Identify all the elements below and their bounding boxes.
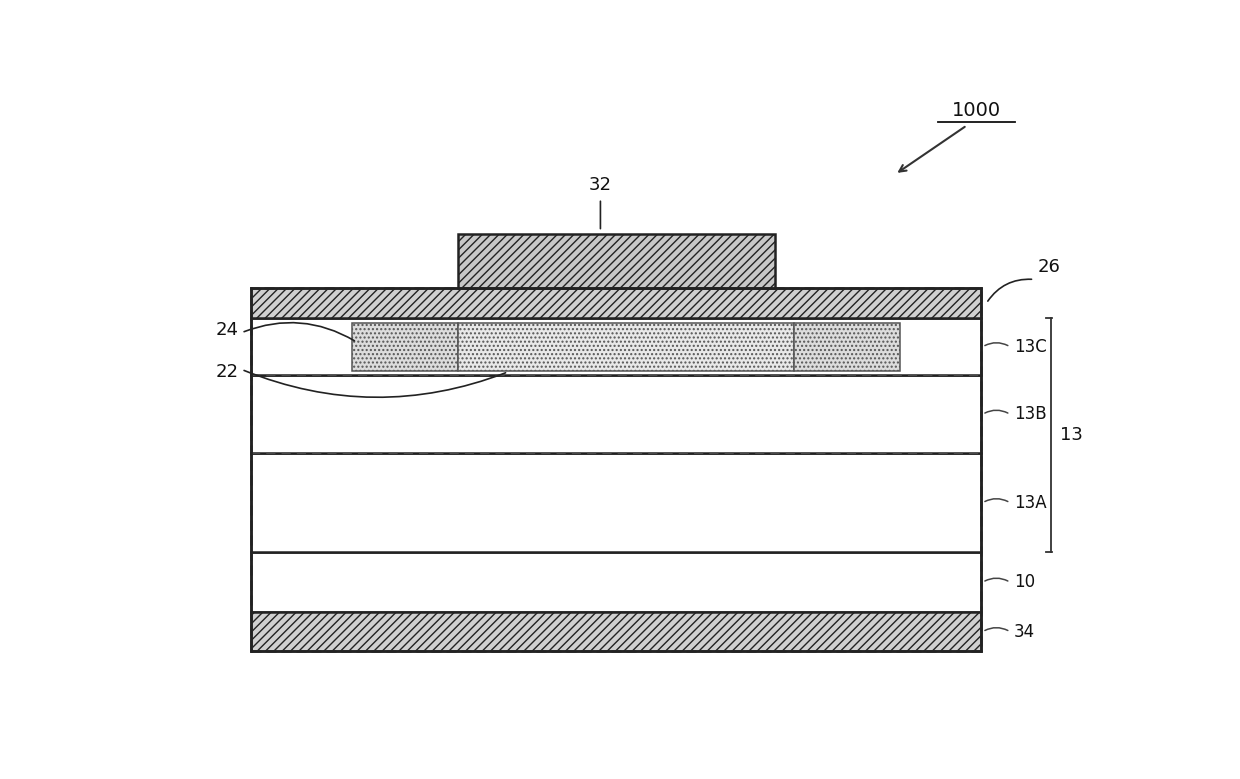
- Bar: [794, 323, 900, 371]
- Text: 32: 32: [589, 175, 611, 194]
- Bar: [250, 453, 982, 552]
- Text: 22: 22: [216, 363, 238, 382]
- Text: 10: 10: [1014, 573, 1035, 591]
- Bar: [250, 288, 982, 319]
- Bar: [458, 323, 794, 371]
- Text: 34: 34: [1014, 623, 1035, 641]
- Text: 13: 13: [1060, 426, 1083, 444]
- Bar: [352, 323, 458, 371]
- Bar: [458, 234, 775, 288]
- Text: 13A: 13A: [1014, 494, 1047, 512]
- Bar: [250, 612, 982, 651]
- Text: 26: 26: [1037, 259, 1060, 277]
- Text: 24: 24: [216, 321, 238, 340]
- Bar: [250, 375, 982, 453]
- Text: 1000: 1000: [952, 101, 1001, 121]
- Bar: [250, 288, 982, 651]
- Bar: [250, 552, 982, 612]
- Text: 13B: 13B: [1014, 405, 1047, 424]
- Bar: [250, 319, 982, 375]
- Text: 13C: 13C: [1014, 338, 1047, 356]
